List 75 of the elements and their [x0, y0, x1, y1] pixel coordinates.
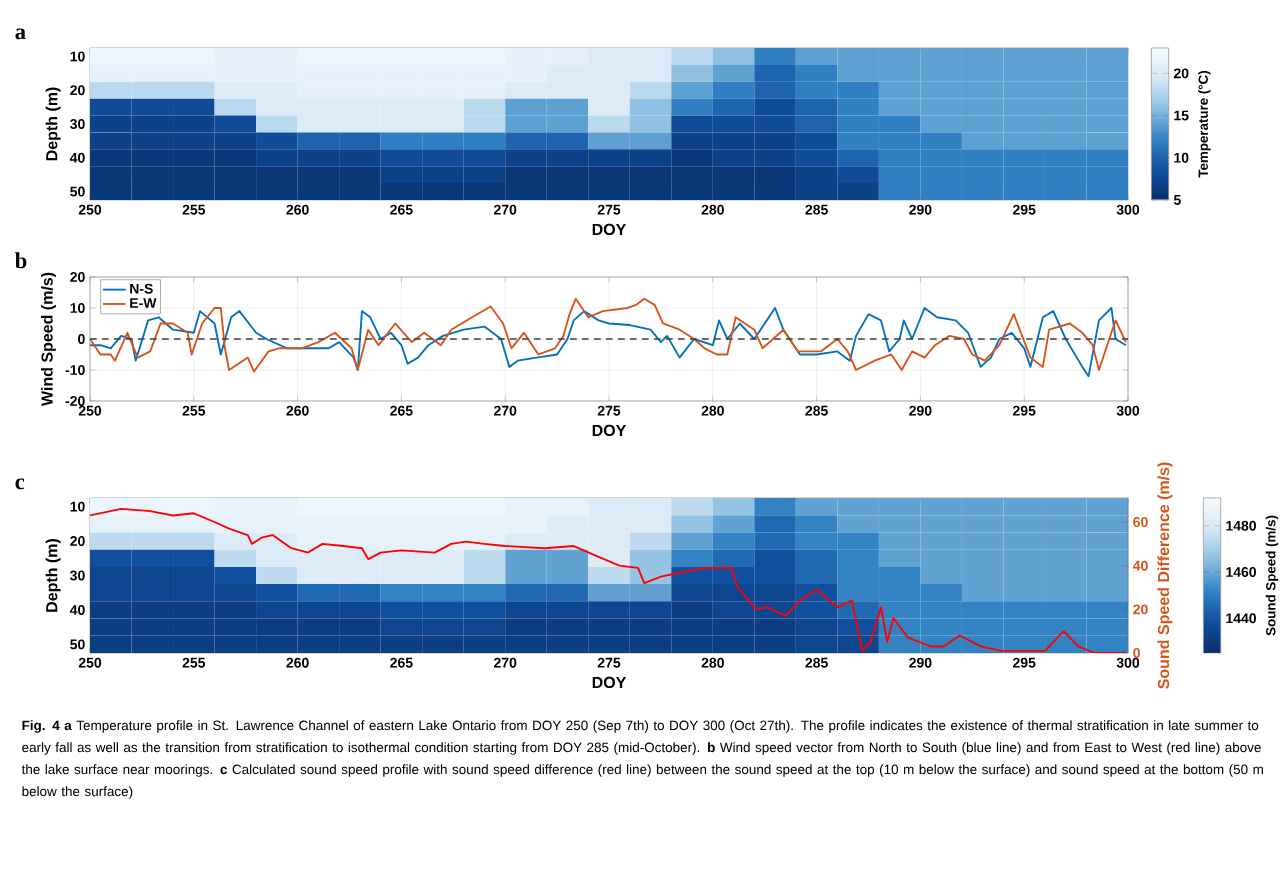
- text: Fig. 4 a Temperature profile in St. Lawrence Channel of eastern Lake Ontario from DOY 250 (Sep 7th) to DOY 300 (Oct 27th). The profile indicates the existence of thermal stratification in late summer to early fall as well as the transition from stratification to isothermal condition starting from DOY 285 (mid-October). b Wind speed vector from North to South (blue line) and from East to West (red line) above the lake surface near moorings. c Calculated sound speed profile with sound speed difference (red line) between the sound speed at the top (10 m below the surface) and sound speed at the bottom (50 m below the surface): [21, 720, 1263, 799]
- x-tick-label: 255: [182, 405, 206, 416]
- x-tick-label: 265: [390, 204, 413, 215]
- y-axis-title: Depth (m): [45, 538, 61, 612]
- x-tick-label: 300: [1116, 204, 1140, 215]
- y-tick-label: 40: [69, 152, 85, 163]
- y-axis-title: Wind Speed (m/s): [40, 272, 56, 407]
- x-tick-label: 270: [494, 405, 517, 416]
- x-tick-label: 270: [494, 657, 517, 668]
- x-tick-label: 250: [78, 204, 102, 215]
- x-tick-label: 285: [805, 405, 828, 416]
- y2-tick-label: 40: [1132, 560, 1148, 571]
- x-tick-label: 250: [78, 657, 102, 668]
- y-tick-label: 30: [70, 119, 85, 129]
- x-tick-label: 290: [909, 657, 932, 668]
- color-bar-label: 5: [1173, 195, 1181, 205]
- y-tick-label: 30: [70, 570, 85, 581]
- color-bar-title: Temperature (°C): [1198, 71, 1211, 178]
- x-tick-label: 260: [286, 405, 309, 416]
- color-bar-label: 20: [1173, 68, 1189, 79]
- x-tick-label: 295: [1013, 657, 1036, 668]
- y2-axis-title: Sound Speed Difference (m/s): [1157, 462, 1173, 689]
- x-axis-title: DOY: [592, 676, 627, 689]
- x-tick-label: 260: [286, 204, 309, 215]
- legend-label: N-S: [130, 283, 153, 294]
- x-tick-label: 290: [909, 405, 932, 416]
- y-tick-label: -10: [65, 365, 85, 375]
- chart-title: a: [15, 28, 26, 40]
- x-tick-label: 285: [805, 657, 828, 668]
- chart-title: b: [15, 252, 27, 269]
- y-tick-label: 0: [78, 334, 85, 344]
- color-bar-label: 1480: [1226, 520, 1256, 531]
- x-tick-label: 280: [701, 204, 724, 215]
- y-tick-label: 50: [70, 186, 85, 197]
- x-tick-label: 280: [701, 405, 724, 416]
- color-bar-label: 1460: [1226, 567, 1256, 577]
- x-tick-label: 300: [1116, 657, 1140, 668]
- legend-label: E-W: [130, 298, 157, 308]
- y2-tick-label: 0: [1133, 648, 1140, 658]
- y-tick-label: 50: [70, 639, 85, 650]
- y-tick-label: -20: [65, 396, 85, 406]
- y-tick-label: 20: [70, 272, 85, 282]
- color-bar-label: 1440: [1226, 613, 1256, 624]
- y-tick-label: 20: [70, 85, 85, 96]
- x-tick-label: 265: [390, 657, 413, 668]
- color-bar-title: Sound Speed (m/s): [1265, 515, 1279, 636]
- x-tick-label: 255: [182, 657, 206, 668]
- line-series: [90, 297, 1127, 373]
- x-tick-label: 255: [182, 204, 206, 215]
- y-tick-label: 10: [70, 501, 85, 512]
- x-axis-title: DOY: [592, 223, 627, 236]
- x-tick-label: 275: [597, 405, 621, 416]
- x-tick-label: 265: [390, 405, 413, 416]
- y2-tick-label: 20: [1133, 604, 1148, 615]
- x-tick-label: 275: [597, 204, 621, 215]
- x-tick-label: 270: [494, 204, 517, 215]
- x-tick-label: 280: [701, 657, 724, 668]
- y-tick-label: 10: [70, 303, 85, 313]
- color-bar-label: 10: [1174, 152, 1189, 163]
- y-tick-label: 40: [69, 605, 85, 615]
- y-tick-label: 10: [70, 51, 85, 62]
- x-tick-label: 295: [1013, 204, 1036, 215]
- x-tick-label: 300: [1116, 405, 1140, 416]
- chart-title: c: [15, 478, 25, 490]
- color-bar-label: 15: [1174, 110, 1189, 121]
- y-tick-label: 20: [70, 536, 85, 547]
- x-tick-label: 250: [78, 405, 102, 416]
- x-tick-label: 295: [1013, 405, 1036, 416]
- y2-tick-label: 60: [1133, 517, 1148, 527]
- x-axis-title: DOY: [592, 424, 627, 437]
- y-axis-title: Depth (m): [45, 87, 61, 161]
- x-tick-label: 285: [805, 204, 828, 215]
- x-tick-label: 260: [286, 657, 309, 668]
- x-tick-label: 290: [909, 204, 932, 215]
- x-tick-label: 275: [597, 657, 621, 668]
